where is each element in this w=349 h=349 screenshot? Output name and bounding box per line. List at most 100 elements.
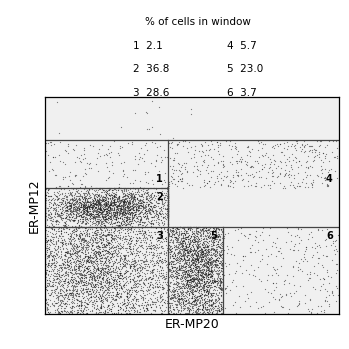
Point (89, 224, 95, 230)
Point (299, 179, 305, 185)
Point (110, 258, 115, 263)
Point (125, 219, 130, 224)
Point (96, 192, 101, 198)
Point (112, 303, 117, 309)
Point (171, 295, 176, 300)
Point (54, 218, 60, 224)
Point (153, 303, 158, 308)
Point (101, 202, 106, 208)
Point (186, 259, 192, 265)
Point (193, 226, 199, 232)
Point (151, 266, 157, 272)
Point (108, 237, 114, 243)
Point (203, 272, 209, 278)
Point (133, 206, 139, 212)
Point (53, 240, 59, 246)
Point (76, 293, 82, 299)
Point (197, 252, 203, 258)
Point (128, 250, 134, 255)
Point (83, 251, 88, 257)
Point (155, 275, 161, 281)
Point (117, 214, 123, 220)
Point (104, 216, 110, 222)
Point (166, 308, 171, 314)
Point (77, 263, 83, 269)
Point (216, 148, 221, 154)
Point (174, 265, 179, 270)
Point (138, 243, 143, 248)
Point (111, 216, 117, 222)
Point (142, 295, 147, 300)
Point (182, 241, 188, 246)
Point (65, 255, 70, 260)
Point (106, 269, 112, 275)
Point (122, 227, 128, 232)
Point (108, 269, 113, 274)
Point (112, 248, 118, 254)
Point (51, 303, 57, 308)
Point (190, 265, 196, 270)
Point (60, 205, 66, 210)
Point (192, 257, 198, 262)
Point (52, 218, 58, 224)
Point (209, 252, 215, 258)
Point (82, 224, 87, 230)
Point (184, 258, 190, 263)
Point (69, 267, 75, 272)
Point (127, 200, 133, 206)
Point (84, 191, 89, 197)
Point (150, 283, 155, 288)
Point (83, 276, 89, 281)
Point (47, 242, 53, 247)
Point (59, 205, 65, 210)
Point (180, 240, 185, 246)
Point (181, 230, 187, 236)
Point (85, 243, 91, 248)
Point (116, 197, 122, 203)
Point (167, 307, 172, 313)
Point (52, 282, 58, 288)
Point (51, 266, 57, 272)
Point (109, 283, 114, 288)
Point (117, 200, 122, 205)
Point (206, 260, 211, 265)
Point (287, 280, 292, 286)
Point (62, 239, 68, 244)
Point (104, 192, 109, 198)
Point (138, 155, 143, 160)
Point (202, 300, 207, 305)
Point (216, 308, 221, 314)
Point (246, 148, 252, 154)
Point (101, 214, 106, 219)
Point (183, 305, 188, 311)
Point (177, 242, 182, 248)
Point (126, 249, 131, 255)
Point (88, 212, 94, 218)
Point (174, 269, 179, 275)
Point (199, 247, 205, 253)
Point (137, 217, 142, 223)
Point (90, 200, 96, 206)
Point (58, 309, 64, 314)
Point (220, 255, 225, 261)
Point (190, 291, 196, 296)
Point (269, 174, 275, 179)
Point (130, 185, 135, 191)
Point (59, 191, 64, 196)
Point (147, 229, 152, 235)
Point (106, 228, 111, 233)
Point (181, 246, 187, 252)
Point (74, 154, 80, 160)
Point (181, 268, 186, 273)
Point (196, 287, 202, 293)
Point (85, 306, 90, 311)
Point (253, 180, 259, 186)
Point (136, 201, 142, 206)
Point (283, 170, 289, 175)
Point (105, 147, 111, 152)
Point (171, 268, 176, 274)
Point (86, 295, 92, 301)
Point (90, 311, 96, 317)
Point (290, 182, 296, 187)
Point (118, 224, 123, 230)
